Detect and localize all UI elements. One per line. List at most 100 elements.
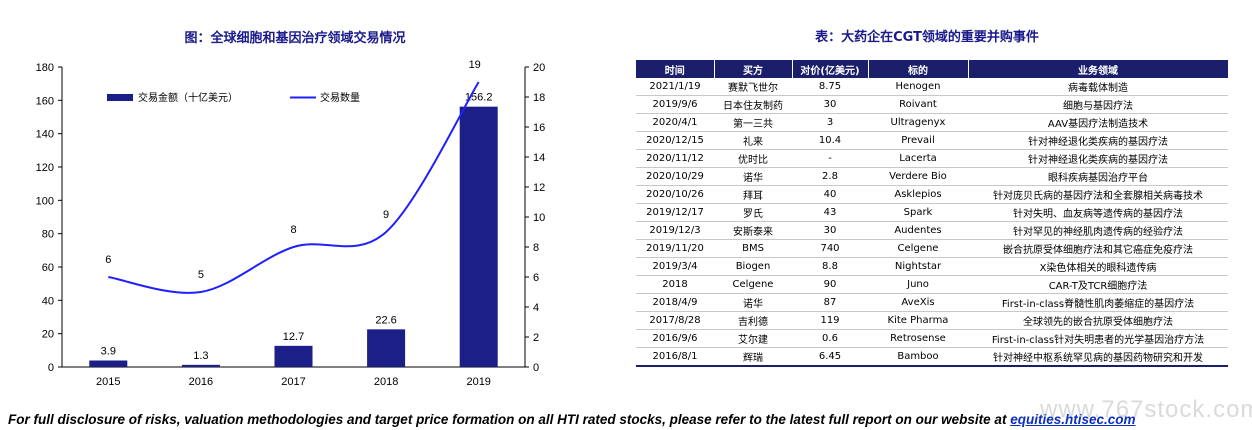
y2-tick-label: 8 — [533, 242, 539, 254]
bar — [367, 329, 406, 367]
table-cell: Celgene — [714, 275, 792, 294]
count-line — [108, 81, 480, 294]
table-cell: 细胞与基因疗法 — [968, 95, 1228, 114]
line-value-label: 6 — [105, 254, 111, 266]
column-header-2: 对价(亿美元) — [792, 60, 869, 78]
bar — [89, 360, 128, 367]
table-row: 2019/12/3 安斯泰来 30 Audentes 针对罕见的神经肌肉遗传病的经验疗法 — [636, 221, 1228, 240]
table-row: 2021/1/19 赛默飞世尔 8.75 Henogen 病毒载体制造 — [636, 78, 1228, 96]
bar-value-label: 1.3 — [193, 350, 208, 362]
table-cell: 吉利德 — [714, 311, 792, 330]
table-cell: 眼科疾病基因治疗平台 — [968, 167, 1228, 186]
table-cell: 罗氏 — [714, 203, 792, 222]
table-cell: Bamboo — [868, 347, 968, 367]
website-link[interactable]: equities.htisec.com — [1010, 412, 1136, 427]
table-cell: Kite Pharma — [868, 311, 968, 330]
table-cell: 3 — [792, 113, 868, 132]
table-cell: Ultragenyx — [868, 113, 968, 132]
x-tick-label: 2015 — [96, 376, 120, 388]
table-cell: 740 — [792, 239, 868, 258]
table-row: 2019/12/17 罗氏 43 Spark 针对失明、血友病等遗传病的基因疗法 — [636, 203, 1228, 222]
table-cell: 针对神经退化类疾病的基因疗法 — [968, 149, 1228, 168]
y-tick-label: 140 — [36, 129, 54, 141]
table-cell: 针对神经中枢系统罕见病的基因药物研究和开发 — [968, 347, 1228, 367]
table-row: 2016/9/6 艾尔建 0.6 Retrosense First-in-class针对… — [636, 329, 1228, 348]
table-row: 2019/3/4 Biogen 8.8 Nightstar X染色体相关的眼科遗传病 — [636, 257, 1228, 276]
table-cell: Biogen — [714, 257, 792, 276]
x-tick-label: 2016 — [189, 376, 213, 388]
disclosure-footer: For full disclosure of risks, valuation … — [8, 412, 1248, 427]
table-cell: BMS — [714, 239, 792, 258]
table-cell: 0.6 — [792, 329, 868, 348]
table-cell: Henogen — [868, 78, 968, 96]
table-cell: 119 — [792, 311, 868, 330]
table-cell: 2016/9/6 — [636, 329, 714, 348]
table-cell: - — [792, 149, 868, 168]
table-row: 2019/9/6 日本住友制药 30 Roivant 细胞与基因疗法 — [636, 95, 1228, 114]
table-cell: 30 — [792, 221, 868, 240]
table-cell: CAR-T及TCR细胞疗法 — [968, 275, 1228, 294]
legend-bar-swatch — [107, 94, 133, 101]
table-cell: 病毒载体制造 — [968, 78, 1228, 96]
table-cell: 诺华 — [714, 293, 792, 312]
table-cell: 嵌合抗原受体细胞疗法和其它癌症免疫疗法 — [968, 239, 1228, 258]
column-header-4: 业务领域 — [968, 60, 1229, 78]
footer-text: For full disclosure of risks, valuation … — [8, 412, 1011, 427]
table-cell: 2018 — [636, 275, 714, 294]
table-cell: AAV基因疗法制造技术 — [968, 113, 1228, 132]
y-tick-label: 20 — [42, 329, 54, 341]
table-cell: 全球领先的嵌合抗原受体细胞疗法 — [968, 311, 1228, 330]
table-cell: 针对庞贝氏病的基因疗法和全套腺相关病毒技术 — [968, 185, 1228, 204]
y2-tick-label: 20 — [533, 62, 545, 74]
table-cell: 2016/8/1 — [636, 347, 714, 367]
table-row: 2017/8/28 吉利德 119 Kite Pharma 全球领先的嵌合抗原受体细胞疗… — [636, 311, 1228, 330]
table-cell: Prevail — [868, 131, 968, 150]
deal-chart: 图：全球细胞和基因治疗领域交易情况02040608010012014016018… — [36, 30, 546, 388]
table-row: 2019/11/20 BMS 740 Celgene 嵌合抗原受体细胞疗法和其它癌症免疫… — [636, 239, 1228, 258]
table-cell: 2020/11/12 — [636, 149, 714, 168]
y-tick-label: 120 — [36, 162, 54, 174]
table-cell: 8.8 — [792, 257, 868, 276]
column-header-1: 买方 — [714, 60, 793, 78]
table-cell: Spark — [868, 203, 968, 222]
table-cell: 2018/4/9 — [636, 293, 714, 312]
table-cell: 2019/11/20 — [636, 239, 714, 258]
table-cell: 2019/12/3 — [636, 221, 714, 240]
y-tick-label: 60 — [42, 262, 54, 274]
table-cell: Celgene — [868, 239, 968, 258]
table-title: 表：大药企在CGT领域的重要并购事件 — [815, 30, 1039, 45]
table-cell: 2020/10/29 — [636, 167, 714, 186]
table-cell: 辉瑞 — [714, 347, 792, 367]
table-header-row: 时间 买方 对价(亿美元) 标的 业务领域 — [636, 60, 1229, 78]
table-cell: 安斯泰来 — [714, 221, 792, 240]
y2-tick-label: 12 — [533, 182, 545, 194]
y2-tick-label: 0 — [533, 362, 539, 374]
x-tick-label: 2017 — [281, 376, 305, 388]
y-tick-label: 0 — [48, 362, 54, 374]
table-cell: 艾尔建 — [714, 329, 792, 348]
table-cell: 赛默飞世尔 — [714, 78, 792, 96]
y2-tick-label: 16 — [533, 122, 545, 134]
y-tick-label: 100 — [36, 195, 54, 207]
table-cell: 礼来 — [714, 131, 792, 150]
table-cell: Roivant — [868, 95, 968, 114]
table-cell: Lacerta — [868, 149, 968, 168]
y-tick-label: 180 — [36, 62, 54, 74]
table-cell: 87 — [792, 293, 868, 312]
table-cell: Retrosense — [868, 329, 968, 348]
table-cell: 2019/9/6 — [636, 95, 714, 114]
table-row: 2020/10/29 诺华 2.8 Verdere Bio 眼科疾病基因治疗平台 — [636, 167, 1228, 186]
table-cell: 40 — [792, 185, 868, 204]
y2-tick-label: 2 — [533, 332, 539, 344]
table-cell: 拜耳 — [714, 185, 792, 204]
y-tick-label: 40 — [42, 295, 54, 307]
watermark: www.767stock.com — [1040, 396, 1252, 423]
table-cell: 10.4 — [792, 131, 868, 150]
deals-table: 时间 买方 对价(亿美元) 标的 业务领域 2021/1/19 赛默飞世尔 8.75 Heno… — [636, 60, 1229, 367]
table-cell: 2.8 — [792, 167, 868, 186]
table-cell: 2019/12/17 — [636, 203, 714, 222]
table-cell: 日本住友制药 — [714, 95, 792, 114]
table-cell: 2020/10/26 — [636, 185, 714, 204]
table-cell: Audentes — [868, 221, 968, 240]
line-value-label: 9 — [383, 209, 389, 221]
